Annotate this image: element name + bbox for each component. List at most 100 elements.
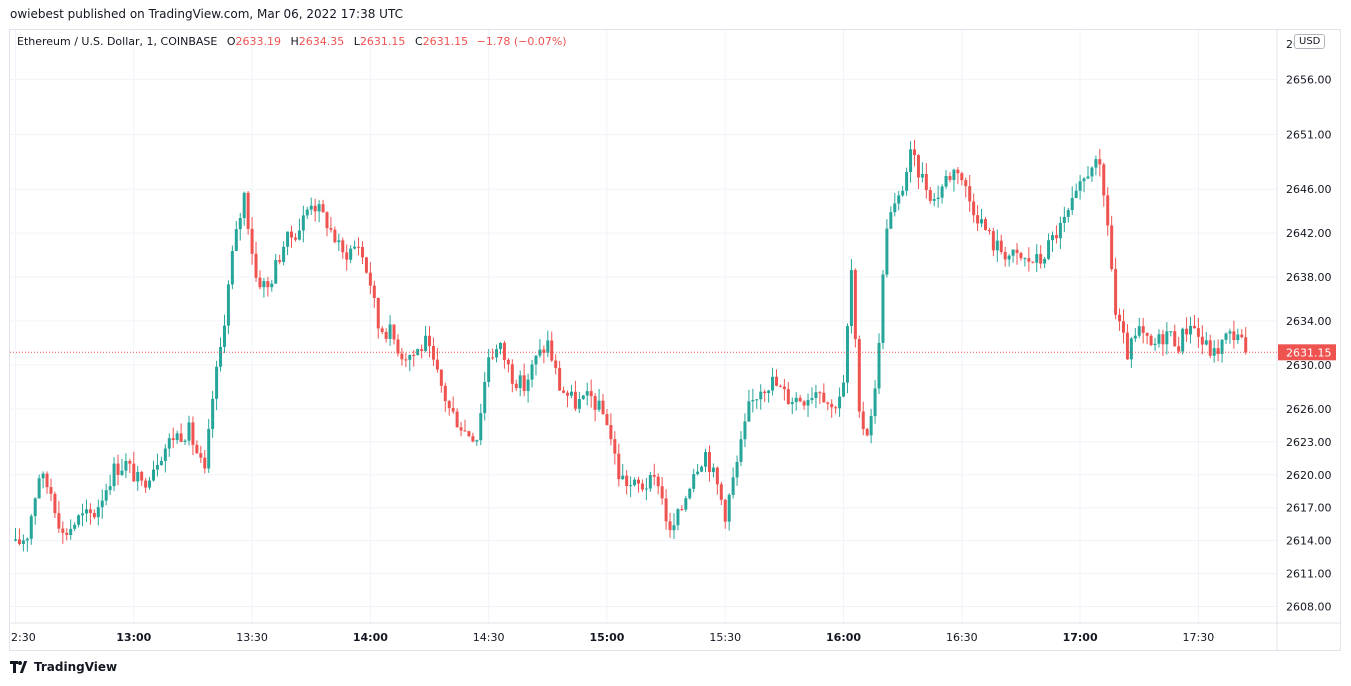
candle-body[interactable] <box>37 478 41 499</box>
candle-body[interactable] <box>1169 331 1173 333</box>
candle-body[interactable] <box>845 326 849 383</box>
candle-body[interactable] <box>309 205 313 210</box>
candle-body[interactable] <box>526 379 530 391</box>
candle-body[interactable] <box>278 260 282 262</box>
candle-body[interactable] <box>333 229 337 243</box>
candle-body[interactable] <box>999 240 1003 252</box>
candle-body[interactable] <box>1177 346 1181 352</box>
candle-body[interactable] <box>266 281 270 288</box>
candle-body[interactable] <box>885 228 889 275</box>
candle-body[interactable] <box>530 364 534 380</box>
candle-body[interactable] <box>1043 258 1047 264</box>
candle-body[interactable] <box>297 230 301 240</box>
candle-body[interactable] <box>763 391 767 394</box>
candle-body[interactable] <box>609 425 613 440</box>
candle-body[interactable] <box>400 353 404 360</box>
candle-body[interactable] <box>1212 348 1216 356</box>
candle-body[interactable] <box>290 231 294 238</box>
candle-body[interactable] <box>408 354 412 360</box>
candle-body[interactable] <box>116 463 120 475</box>
candle-body[interactable] <box>502 342 506 360</box>
candle-body[interactable] <box>676 509 680 526</box>
candle-body[interactable] <box>313 205 317 212</box>
candle-body[interactable] <box>1137 326 1141 336</box>
candle-body[interactable] <box>88 509 92 513</box>
candle-body[interactable] <box>53 493 57 514</box>
candle-body[interactable] <box>688 488 692 499</box>
candle-body[interactable] <box>1027 258 1031 262</box>
candle-body[interactable] <box>447 401 451 409</box>
candle-body[interactable] <box>1240 334 1244 338</box>
candle-body[interactable] <box>747 401 751 422</box>
candle-body[interactable] <box>605 414 609 426</box>
candle-body[interactable] <box>842 382 846 397</box>
candle-body[interactable] <box>467 431 471 437</box>
candle-body[interactable] <box>1220 339 1224 354</box>
candle-body[interactable] <box>159 460 163 466</box>
candle-body[interactable] <box>1200 336 1204 345</box>
candle-body[interactable] <box>451 408 455 412</box>
candle-body[interactable] <box>100 500 104 508</box>
candle-body[interactable] <box>282 246 286 262</box>
candle-body[interactable] <box>972 201 976 216</box>
candle-body[interactable] <box>443 385 447 402</box>
candle-body[interactable] <box>881 274 885 343</box>
candle-body[interactable] <box>246 192 250 229</box>
candle-body[interactable] <box>431 345 435 360</box>
candle-body[interactable] <box>1086 176 1090 179</box>
candle-body[interactable] <box>211 398 215 429</box>
candle-body[interactable] <box>321 204 325 213</box>
candle-body[interactable] <box>175 433 179 441</box>
candle-body[interactable] <box>317 204 321 212</box>
candle-body[interactable] <box>948 176 952 180</box>
candle-body[interactable] <box>325 212 329 229</box>
candle-body[interactable] <box>1066 210 1070 217</box>
candle-body[interactable] <box>1019 252 1023 259</box>
candle-body[interactable] <box>786 389 790 404</box>
candle-body[interactable] <box>522 375 526 391</box>
candle-body[interactable] <box>1173 331 1177 347</box>
candle-body[interactable] <box>274 260 278 284</box>
candle-body[interactable] <box>569 391 573 396</box>
candle-body[interactable] <box>849 270 853 327</box>
candle-body[interactable] <box>96 507 100 518</box>
candle-body[interactable] <box>1232 331 1236 341</box>
candle-body[interactable] <box>293 237 297 240</box>
candle-body[interactable] <box>412 354 416 356</box>
candle-body[interactable] <box>262 281 266 288</box>
candle-body[interactable] <box>759 391 763 400</box>
candle-body[interactable] <box>148 480 152 488</box>
candle-body[interactable] <box>905 172 909 191</box>
candle-body[interactable] <box>932 198 936 201</box>
candle-body[interactable] <box>1003 251 1007 260</box>
candle-body[interactable] <box>1054 235 1058 239</box>
candle-body[interactable] <box>463 430 467 432</box>
candle-body[interactable] <box>1102 164 1106 196</box>
candle-body[interactable] <box>21 540 25 544</box>
candle-body[interactable] <box>191 422 195 445</box>
candle-body[interactable] <box>700 466 704 472</box>
candle-body[interactable] <box>711 467 715 473</box>
currency-badge[interactable]: USD <box>1294 34 1326 49</box>
candle-body[interactable] <box>1035 254 1039 263</box>
tradingview-footer[interactable]: TradingView <box>10 660 117 674</box>
candle-body[interactable] <box>566 392 570 396</box>
candle-body[interactable] <box>238 218 242 230</box>
candle-body[interactable] <box>136 471 140 482</box>
candle-body[interactable] <box>727 494 731 522</box>
candle-body[interactable] <box>1185 328 1189 335</box>
candle-body[interactable] <box>652 475 656 477</box>
candle-body[interactable] <box>152 469 156 481</box>
candle-body[interactable] <box>901 190 905 196</box>
candle-body[interactable] <box>1090 167 1094 177</box>
candle-body[interactable] <box>723 499 727 522</box>
candle-body[interactable] <box>774 376 778 386</box>
candle-body[interactable] <box>577 398 581 409</box>
candle-body[interactable] <box>1196 328 1200 337</box>
candle-body[interactable] <box>301 215 305 231</box>
candle-body[interactable] <box>983 219 987 230</box>
candle-body[interactable] <box>57 513 61 529</box>
candle-body[interactable] <box>1058 222 1062 239</box>
candle-body[interactable] <box>360 246 364 258</box>
